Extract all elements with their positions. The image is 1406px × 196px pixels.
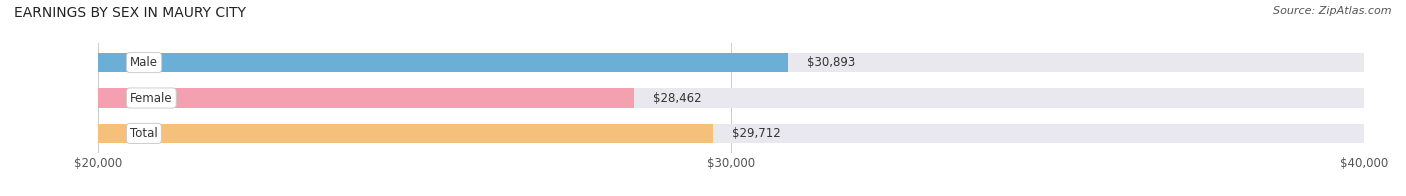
- Text: Source: ZipAtlas.com: Source: ZipAtlas.com: [1274, 6, 1392, 16]
- Text: Total: Total: [131, 127, 157, 140]
- Text: $28,462: $28,462: [652, 92, 702, 104]
- Bar: [98, 124, 713, 143]
- Bar: [98, 53, 1364, 72]
- Bar: [98, 124, 1364, 143]
- Bar: [98, 53, 787, 72]
- Text: EARNINGS BY SEX IN MAURY CITY: EARNINGS BY SEX IN MAURY CITY: [14, 6, 246, 20]
- Text: Female: Female: [131, 92, 173, 104]
- Text: $30,893: $30,893: [807, 56, 855, 69]
- Bar: [98, 88, 634, 108]
- Text: $29,712: $29,712: [733, 127, 780, 140]
- Text: Male: Male: [131, 56, 157, 69]
- Bar: [98, 88, 1364, 108]
